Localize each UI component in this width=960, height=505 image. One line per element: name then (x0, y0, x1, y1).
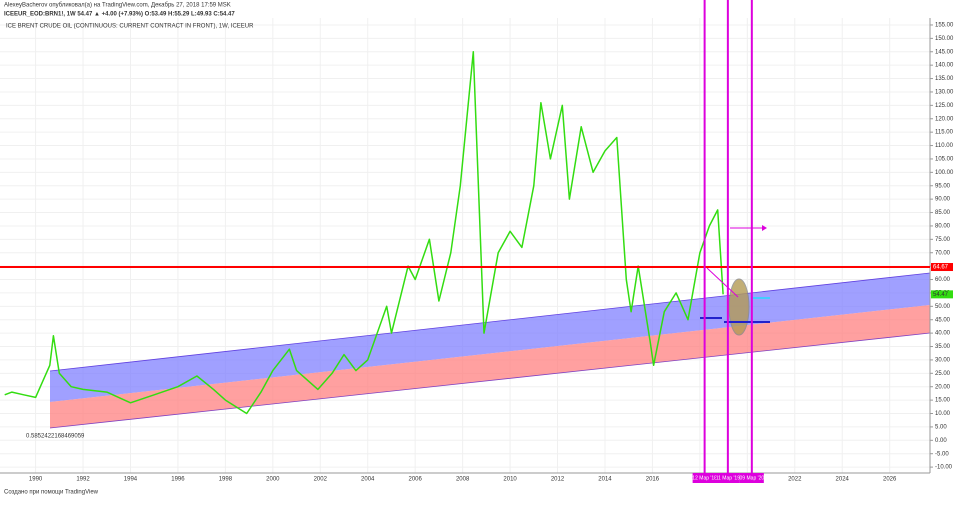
y-tick-label: 60.00 (935, 277, 951, 283)
annotation: 0.5852422168469059 (26, 434, 85, 440)
x-tick-label: 1990 (29, 477, 43, 483)
y-tick-label: 100.00 (935, 170, 954, 176)
level-tag-label: 64.67 (933, 265, 949, 271)
y-tick-label: 70.00 (935, 250, 951, 256)
x-tick-label: 2014 (598, 477, 612, 483)
vertical-line-label: 09 Мар '20 (740, 475, 765, 481)
vertical-line-label: 12 Мар '18 (692, 475, 717, 481)
y-tick-label: 145.00 (935, 49, 954, 55)
y-tick-label: 75.00 (935, 237, 951, 243)
y-tick-label: 40.00 (935, 331, 951, 337)
y-tick-label: 150.00 (935, 36, 954, 42)
y-tick-label: 125.00 (935, 103, 954, 109)
x-tick-label: 1996 (171, 477, 185, 483)
y-tick-label: 15.00 (935, 398, 951, 404)
x-tick-label: 2008 (456, 477, 470, 483)
y-tick-label: 115.00 (935, 130, 954, 136)
y-tick-label: 105.00 (935, 157, 954, 163)
vertical-line-label: 11 Мар '19 (716, 475, 740, 481)
x-tick-label: 2010 (503, 477, 517, 483)
y-tick-label: 155.00 (935, 23, 954, 29)
x-tick-label: 2022 (788, 477, 802, 483)
y-tick-label: 120.00 (935, 116, 954, 122)
arrow-head (762, 225, 767, 231)
price-line (4, 51, 724, 415)
y-tick-label: -10.00 (935, 465, 953, 471)
y-tick-label: 0.00 (935, 438, 947, 444)
y-tick-label: 25.00 (935, 371, 951, 377)
chart-title: ICE BRENT CRUDE OIL (CONTINUOUS: CURRENT… (6, 24, 254, 30)
y-tick-label: 30.00 (935, 357, 951, 363)
x-tick-label: 2026 (883, 477, 897, 483)
x-tick-label: 2004 (361, 477, 375, 483)
y-tick-label: 80.00 (935, 224, 951, 230)
y-tick-label: 50.00 (935, 304, 951, 310)
x-tick-label: 1998 (219, 477, 233, 483)
upper-channel (50, 273, 930, 402)
channel-line (49, 332, 931, 429)
y-tick-label: 130.00 (935, 90, 954, 96)
y-tick-label: 10.00 (935, 411, 951, 417)
y-tick-label: 45.00 (935, 317, 951, 323)
y-tick-label: 20.00 (935, 384, 951, 390)
x-tick-label: 2016 (646, 477, 660, 483)
x-tick-label: 2024 (836, 477, 850, 483)
y-tick-label: -5.00 (935, 451, 949, 457)
y-tick-label: 95.00 (935, 183, 951, 189)
price-tag (931, 290, 953, 299)
arrow (706, 267, 739, 298)
highlight-ellipse (728, 278, 750, 336)
x-tick-label: 2002 (314, 477, 328, 483)
vertical-line-tag (739, 473, 764, 483)
symbol-line: ICEEUR_EOD:BRN1!, 1W 54.47 ▲ +4.00 (+7.9… (4, 12, 235, 18)
level-tag (931, 263, 953, 272)
price-tag-label: 54.47 (933, 292, 949, 298)
x-tick-label: 1992 (76, 477, 90, 483)
y-tick-label: 135.00 (935, 76, 954, 82)
y-tick-label: 35.00 (935, 344, 951, 350)
lower-channel (50, 305, 930, 428)
plot (4, 51, 724, 415)
y-tick-label: 110.00 (935, 143, 954, 149)
y-tick-label: 85.00 (935, 210, 951, 216)
x-tick-label: 2012 (551, 477, 565, 483)
x-tick-label: 2006 (408, 477, 422, 483)
channel-line (49, 272, 931, 372)
y-tick-label: 5.00 (935, 424, 947, 430)
header: AlexeyBacherov опубликовал(а) на Trading… (4, 3, 231, 9)
x-tick-label: 1994 (124, 477, 138, 483)
vertical-line-tag (715, 473, 740, 483)
x-tick-label: 2000 (266, 477, 280, 483)
footer: Создано при помощи TradingView (4, 490, 99, 496)
y-tick-label: 90.00 (935, 197, 951, 203)
y-tick-label: 140.00 (935, 63, 954, 69)
vertical-line-tag (692, 473, 717, 483)
